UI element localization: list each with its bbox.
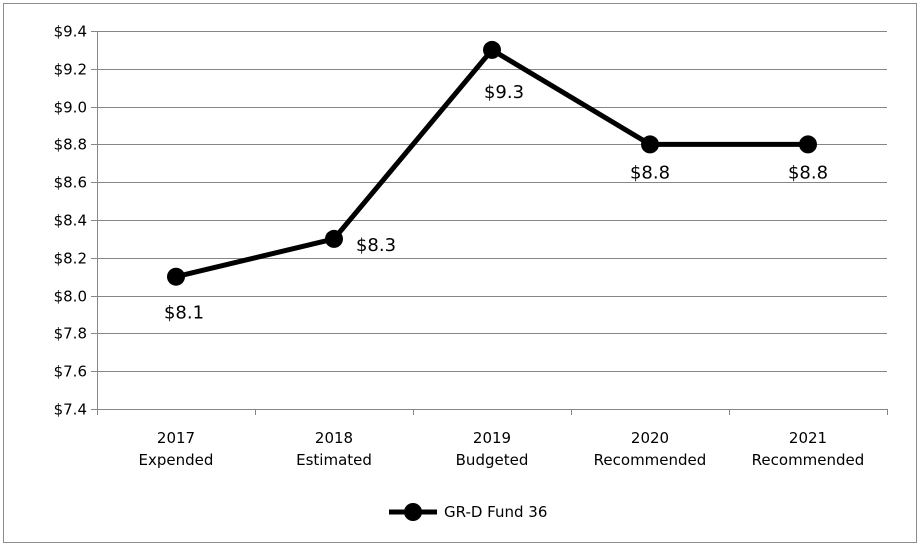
y-tick-label: $9.0: [54, 99, 87, 117]
y-tick-labels: $7.4 $7.6 $7.8 $8.0 $8.2 $8.4 $8.6 $8.8 $9.0 $9.2…: [54, 23, 87, 419]
y-tick-label: $7.8: [54, 325, 87, 343]
data-point: [167, 267, 185, 286]
x-tick-label: 2020: [631, 429, 669, 447]
y-tick-label: $9.2: [54, 61, 87, 79]
data-point: [799, 135, 817, 154]
data-point: [325, 229, 343, 248]
data-label: $8.1: [164, 303, 204, 324]
x-tick-label: 2021: [789, 429, 827, 447]
x-tick-label: 2017: [157, 429, 195, 447]
y-tick-label: $9.4: [54, 23, 87, 41]
x-tick-labels: 2017 Expended 2018 Estimated 2019 Budgeted 202…: [139, 429, 865, 469]
legend-marker-swatch: [404, 503, 422, 521]
x-tick-label: 2018: [315, 429, 353, 447]
data-label: $9.3: [484, 82, 524, 103]
y-tick-label: $7.6: [54, 363, 87, 381]
y-tick-label: $7.4: [54, 401, 87, 419]
data-label: $8.8: [630, 162, 670, 183]
y-tick-label: $8.4: [54, 212, 87, 230]
y-tick-label: $8.8: [54, 136, 87, 154]
data-point: [483, 40, 501, 59]
legend-label: GR-D Fund 36: [444, 503, 547, 521]
x-tick-label: Expended: [139, 451, 214, 469]
x-tick-label: Budgeted: [456, 451, 529, 469]
data-point: [641, 135, 659, 154]
data-label: $8.3: [356, 235, 396, 256]
y-tick-label: $8.2: [54, 250, 87, 268]
series-markers: [167, 40, 817, 286]
chart-frame: [3, 3, 917, 543]
legend: GR-D Fund 36: [389, 503, 547, 521]
y-tick-label: $8.0: [54, 288, 87, 306]
data-label: $8.8: [788, 162, 828, 183]
x-tick-label: Estimated: [296, 451, 372, 469]
axes: [91, 31, 888, 415]
x-tick-label: Recommended: [594, 451, 707, 469]
y-tick-label: $8.6: [54, 174, 87, 192]
gridlines: [97, 31, 887, 410]
data-labels: $8.1 $8.3 $9.3 $8.8 $8.8: [164, 82, 828, 324]
x-tick-label: 2019: [473, 429, 511, 447]
x-tick-label: Recommended: [752, 451, 865, 469]
